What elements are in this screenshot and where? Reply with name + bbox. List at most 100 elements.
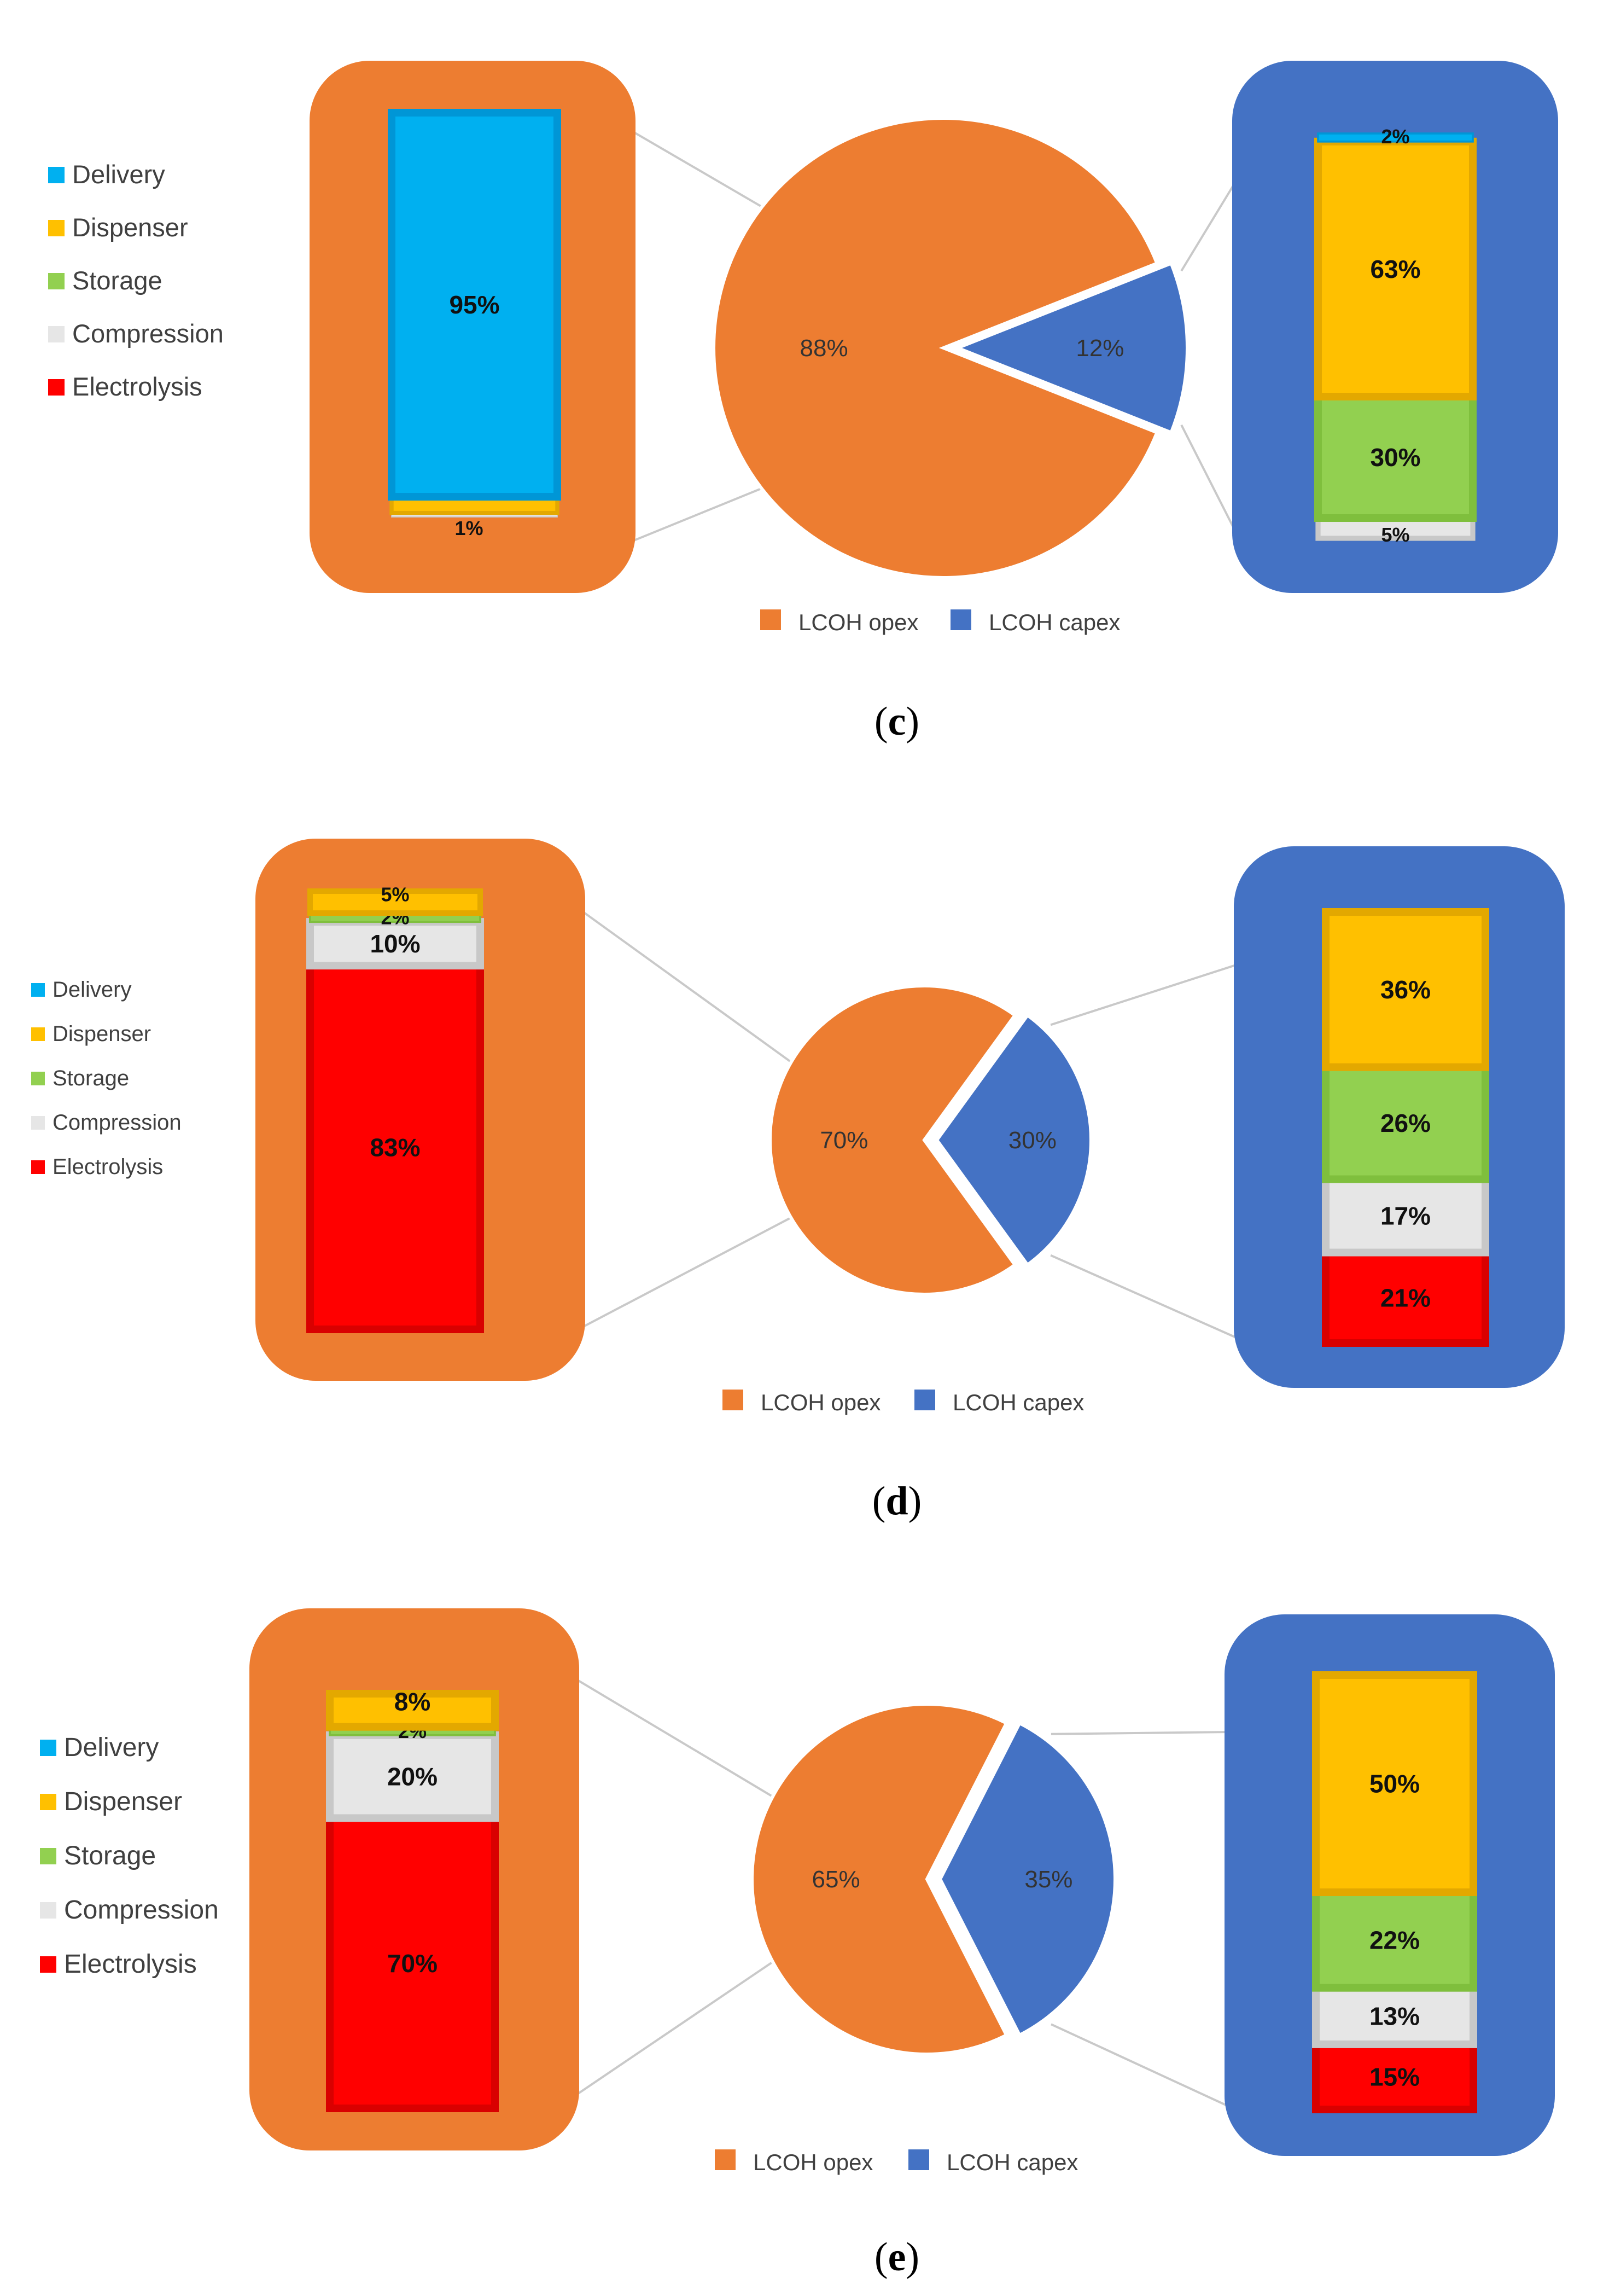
pie-slice-opex [712,117,1159,579]
pie-slice-capex [935,1013,1093,1268]
bar-label-compression: 13% [1369,2002,1420,2030]
connector-opex-top [568,900,795,1065]
legend-swatch-compression [48,326,65,342]
pie-legend-swatch-capex [908,2149,929,2170]
pie-slice-opex [750,1702,1009,2056]
legend-label-compression: Compression [64,1896,219,1925]
bar-label-compression: 5% [1381,524,1409,546]
caption-close: ) [906,699,919,744]
bar-label-delivery: 2% [1381,125,1409,148]
pie-label-capex: 30% [1008,1127,1057,1154]
pie-legend: LCOH opex LCOH capex [760,609,1120,635]
bar-segment-delivery [388,109,561,501]
pie-legend-swatch-opex [760,609,781,630]
bar-segment-compression [306,918,484,970]
pie-slice-capex [953,261,1189,435]
connector-capex-top [1051,1731,1231,1735]
legend-swatch-delivery [48,167,65,183]
legend-swatch-compression [31,1116,45,1130]
bar-label-storage: 30% [1370,443,1420,472]
legend-swatch-electrolysis [48,379,65,396]
pie-legend-swatch-capex [914,1390,935,1410]
pie-chart: 65% 35% [750,1702,1117,2056]
legend-label-compression: Compression [72,319,224,348]
bar-label-compression: 10% [370,929,420,958]
bar-label-delivery: 95% [449,290,499,319]
connector-opex-bottom [562,1958,777,2105]
pie-label-opex: 70% [820,1127,868,1154]
bar-label-dispenser: 5% [381,883,409,906]
legend-swatch-electrolysis [40,1956,56,1973]
category-legend: Delivery Dispenser Storage Compression Elect… [31,978,182,1179]
category-legend: Delivery Dispenser Storage Compression Elect… [48,160,224,401]
legend-label-delivery: Delivery [64,1733,159,1762]
connector-capex-bottom [1050,1254,1245,1342]
stacked-bar-capex: 15% 13% 22% 50% [1312,1671,1477,2113]
pie-label-capex: 12% [1076,335,1124,362]
bar-label-electrolysis: 15% [1369,2063,1420,2091]
connector-opex-top [618,123,767,211]
bar-label-storage: 26% [1380,1109,1431,1137]
legend-swatch-storage [31,1072,45,1085]
legend-label-electrolysis: Electrolysis [72,372,202,401]
bar-segment-storage [1322,1063,1489,1183]
caption-close: ) [908,1479,922,1524]
connector-capex-top [1050,963,1240,1026]
stacked-bar-capex: 5% 30% 63% 2% [1314,125,1477,546]
bar-label-dispenser: 63% [1370,255,1420,283]
legend-label-compression: Compression [53,1111,182,1135]
bar-segment-dispenser [1314,137,1477,400]
connector-opex-top [562,1670,777,1800]
caption-open: ( [872,1479,886,1524]
caption-letter: d [885,1479,908,1524]
stacked-bar-capex: 21% 17% 26% 36% [1322,908,1489,1347]
panel-caption: (e) [874,2235,919,2280]
pie-legend: LCOH opex LCOH capex [715,2149,1078,2175]
legend-swatch-compression [40,1902,56,1919]
caption-open: ( [874,699,888,744]
legend-swatch-dispenser [48,220,65,236]
stacked-bar-opex: 70%20%2%8% [326,1687,499,2112]
panel-caption: (c) [874,699,919,744]
caption-open: ( [874,2235,888,2280]
bar-segment-compression [326,1731,499,1822]
bar-segment-electrolysis [306,962,484,1334]
bar-label-compression: 17% [1380,1202,1431,1230]
pie-legend-label-capex: LCOH capex [953,1390,1084,1415]
pie-slice-capex [938,1720,1117,2038]
pie-legend-swatch-opex [722,1390,743,1410]
connector-lines [568,900,1245,1342]
legend-swatch-storage [40,1848,56,1864]
legend-swatch-delivery [31,983,45,997]
legend-swatch-electrolysis [31,1160,45,1174]
legend-label-electrolysis: Electrolysis [53,1155,163,1179]
panel-e: Delivery Dispenser Storage Compression Elect… [40,1608,1555,2280]
pie-legend-label-opex: LCOH opex [761,1390,881,1415]
legend-label-storage: Storage [64,1841,156,1870]
stacked-bar-opex: 83%10%2%5% [306,883,484,1334]
legend-label-storage: Storage [53,1066,129,1090]
bar-segment-dispenser [1312,1671,1477,1896]
legend-label-delivery: Delivery [72,160,165,189]
pie-chart: 70% 30% [768,984,1093,1296]
bar-label-dispenser: 36% [1380,975,1431,1004]
bar-segment-dispenser [1322,908,1489,1071]
bar-label-electrolysis: 21% [1380,1283,1431,1312]
connector-lines [562,1670,1236,2111]
bar-label-dispenser: 8% [394,1687,430,1716]
legend-label-dispenser: Dispenser [64,1787,182,1816]
pie-slice-opex [768,984,1017,1296]
legend-label-dispenser: Dispenser [72,213,188,242]
panel-c: Delivery Dispenser Storage Compression Elect… [48,61,1558,744]
pie-label-opex: 65% [812,1866,860,1893]
legend-swatch-dispenser [31,1027,45,1041]
legend-swatch-delivery [40,1740,56,1756]
legend-label-delivery: Delivery [53,978,131,1002]
bar-segment-storage [1314,393,1477,522]
pie-legend-label-opex: LCOH opex [753,2149,873,2175]
legend-label-electrolysis: Electrolysis [64,1950,197,1979]
legend-label-storage: Storage [72,266,162,295]
bar-segment-electrolysis [1312,2040,1477,2113]
connector-capex-bottom [1051,2023,1236,2111]
legend-swatch-dispenser [40,1794,56,1810]
